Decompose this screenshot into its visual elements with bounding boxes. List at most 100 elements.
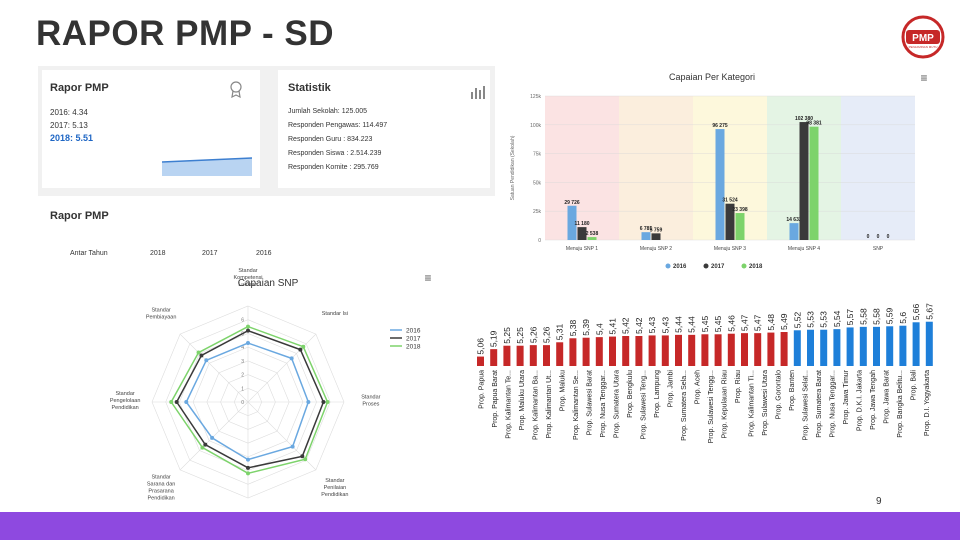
province-value-label: 5,26 [542,326,552,343]
category-data-label: 5 759 [650,227,663,233]
province-name-label: Prop. D.I. Yogyakarta [924,370,931,436]
category-bar-2017 [577,227,587,240]
radar-legend-label-2016: 2016 [406,328,421,335]
province-name-label: Prop. Sulawesi Tengg... [708,370,715,443]
province-value-label: 5,4 [594,323,604,335]
category-bar-2018 [735,213,745,240]
radar-point-2018 [301,344,306,349]
province-name-label: Prop. Kepulauan Riau [722,370,729,439]
category-data-label: 0 [887,234,890,240]
radar-tick-label: 0 [241,400,244,406]
province-value-label: 5,06 [476,338,486,355]
province-name-label: Prop. Sulawesi Selat... [803,370,810,440]
province-name-label: Prop. Papua [479,370,486,409]
category-data-label: 6 785 [640,226,653,232]
province-bar [873,326,880,366]
category-tick-label: SNP [873,246,884,252]
category-data-label: 14 632 [786,217,802,223]
radar-point-2016 [246,457,250,462]
province-name-label: Prop. Bengkulu [627,370,634,418]
radar-point-2018 [200,445,205,450]
category-legend-label-2017: 2017 [711,264,725,270]
category-bar-2016 [789,223,799,240]
province-name-label: Prop. Kalimantan Te... [506,370,513,439]
category-bar-2017 [799,122,809,240]
radar-point-2016 [184,400,189,404]
province-bar [635,336,643,366]
province-name-label: Prop. Jawa Tengah [870,370,877,430]
province-bar [516,345,524,366]
province-value-label: 5,6 [898,312,908,324]
category-tick-label: Menuju SNP 3 [714,246,746,252]
radar-point-2018 [169,400,174,404]
province-bar [912,322,920,366]
province-value-label: 5,49 [779,313,789,330]
province-bar [859,326,867,366]
province-name-label: Prop. Papua Barat [492,370,499,428]
radar-tick-label: 1 [241,386,244,392]
year-tab-2018[interactable]: 2018 [150,250,166,257]
radar-axis-label: Standar Proses [361,395,380,408]
province-value-label: 5,25 [515,327,525,344]
award-icon [230,81,242,98]
category-legend-label-2016: 2016 [673,264,687,270]
province-value-label: 5,58 [858,308,868,325]
radar-axis-label: Standar Pembiayaan [146,308,177,321]
province-name-label: Prop. Kalimantan Se... [573,370,580,440]
year-tab-2017[interactable]: 2017 [202,250,218,257]
radar-axis-label: Standar Sarana dan Prasarana Pendidikan [147,474,175,501]
province-value-label: 5,39 [581,319,591,336]
radar-chart: Capaian SNP ≡ Standar Kompetensi Lulusan Stan… [110,268,432,501]
province-bar [595,337,603,366]
radar-axis-line [247,333,317,403]
province-bar [503,345,511,366]
category-data-label: 23 398 [732,207,748,213]
year-tab-2016[interactable]: 2016 [256,250,272,257]
province-value-label: 5,58 [872,308,882,325]
category-legend-swatch-2018 [741,263,747,269]
province-name-label: Prop. Kalimantan Ba... [533,370,540,440]
stat-responden-komite: Responden Komite : 295.769 [288,164,379,171]
category-data-label: 98 381 [806,121,822,127]
category-legend-swatch-2016 [665,263,671,269]
radar-point-2018 [246,471,250,476]
province-name-label: Prop. Sulawesi Barat [587,370,594,435]
province-value-label: 5,47 [740,314,750,331]
category-bar-2016 [715,129,725,240]
category-legend-swatch-2017 [703,263,709,269]
category-bar-2018 [809,126,819,240]
stat-jumlah-sekolah: Jumlah Sekolah: 125.005 [288,108,367,115]
province-value-label: 5,52 [792,311,802,328]
category-data-label: 29 726 [564,200,580,206]
category-data-label: 0 [877,234,880,240]
province-name-label: Prop. Jambi [668,370,675,408]
category-band [619,96,693,240]
province-value-label: 5,53 [819,311,829,328]
category-data-label: 31 524 [722,198,738,204]
rapor-card-title: Rapor PMP [50,82,109,94]
province-bar [727,333,735,366]
province-name-label: Prop. Maluku [560,370,567,411]
category-y-tick: 50k [533,180,542,186]
province-value-label: 5,41 [608,318,618,335]
province-bar [569,338,577,366]
radar-point-2018 [325,400,330,404]
statistik-card: Statistik Jumlah Sekolah: 125.005 Respon… [278,70,490,188]
province-value-label: 5,47 [753,314,763,331]
province-bar [543,345,550,366]
province-name-label: Prop. Sumatera Sela... [681,370,688,441]
category-bar-2016 [641,232,651,240]
category-tick-label: Menuju SNP 1 [566,246,598,252]
province-value-label: 5,42 [621,317,631,334]
rapor-panel-title: Rapor PMP [50,210,109,222]
province-value-label: 5,42 [634,317,644,334]
category-data-label: 96 275 [712,123,728,129]
category-bar-2017 [725,203,735,240]
category-data-label: 2 538 [586,231,599,237]
logo-text: PMP [912,33,934,44]
province-bar-chart: 5,06 5,19 5,25 5,25 5,26 5,26 5,31 5,38 5,39 5,4 5… [476,303,935,444]
province-bar [846,327,854,366]
province-bar [675,334,682,366]
province-name-label: Prop. Riau [735,370,742,403]
province-name-label: Prop. D.K.I. Jakarta [857,370,864,431]
